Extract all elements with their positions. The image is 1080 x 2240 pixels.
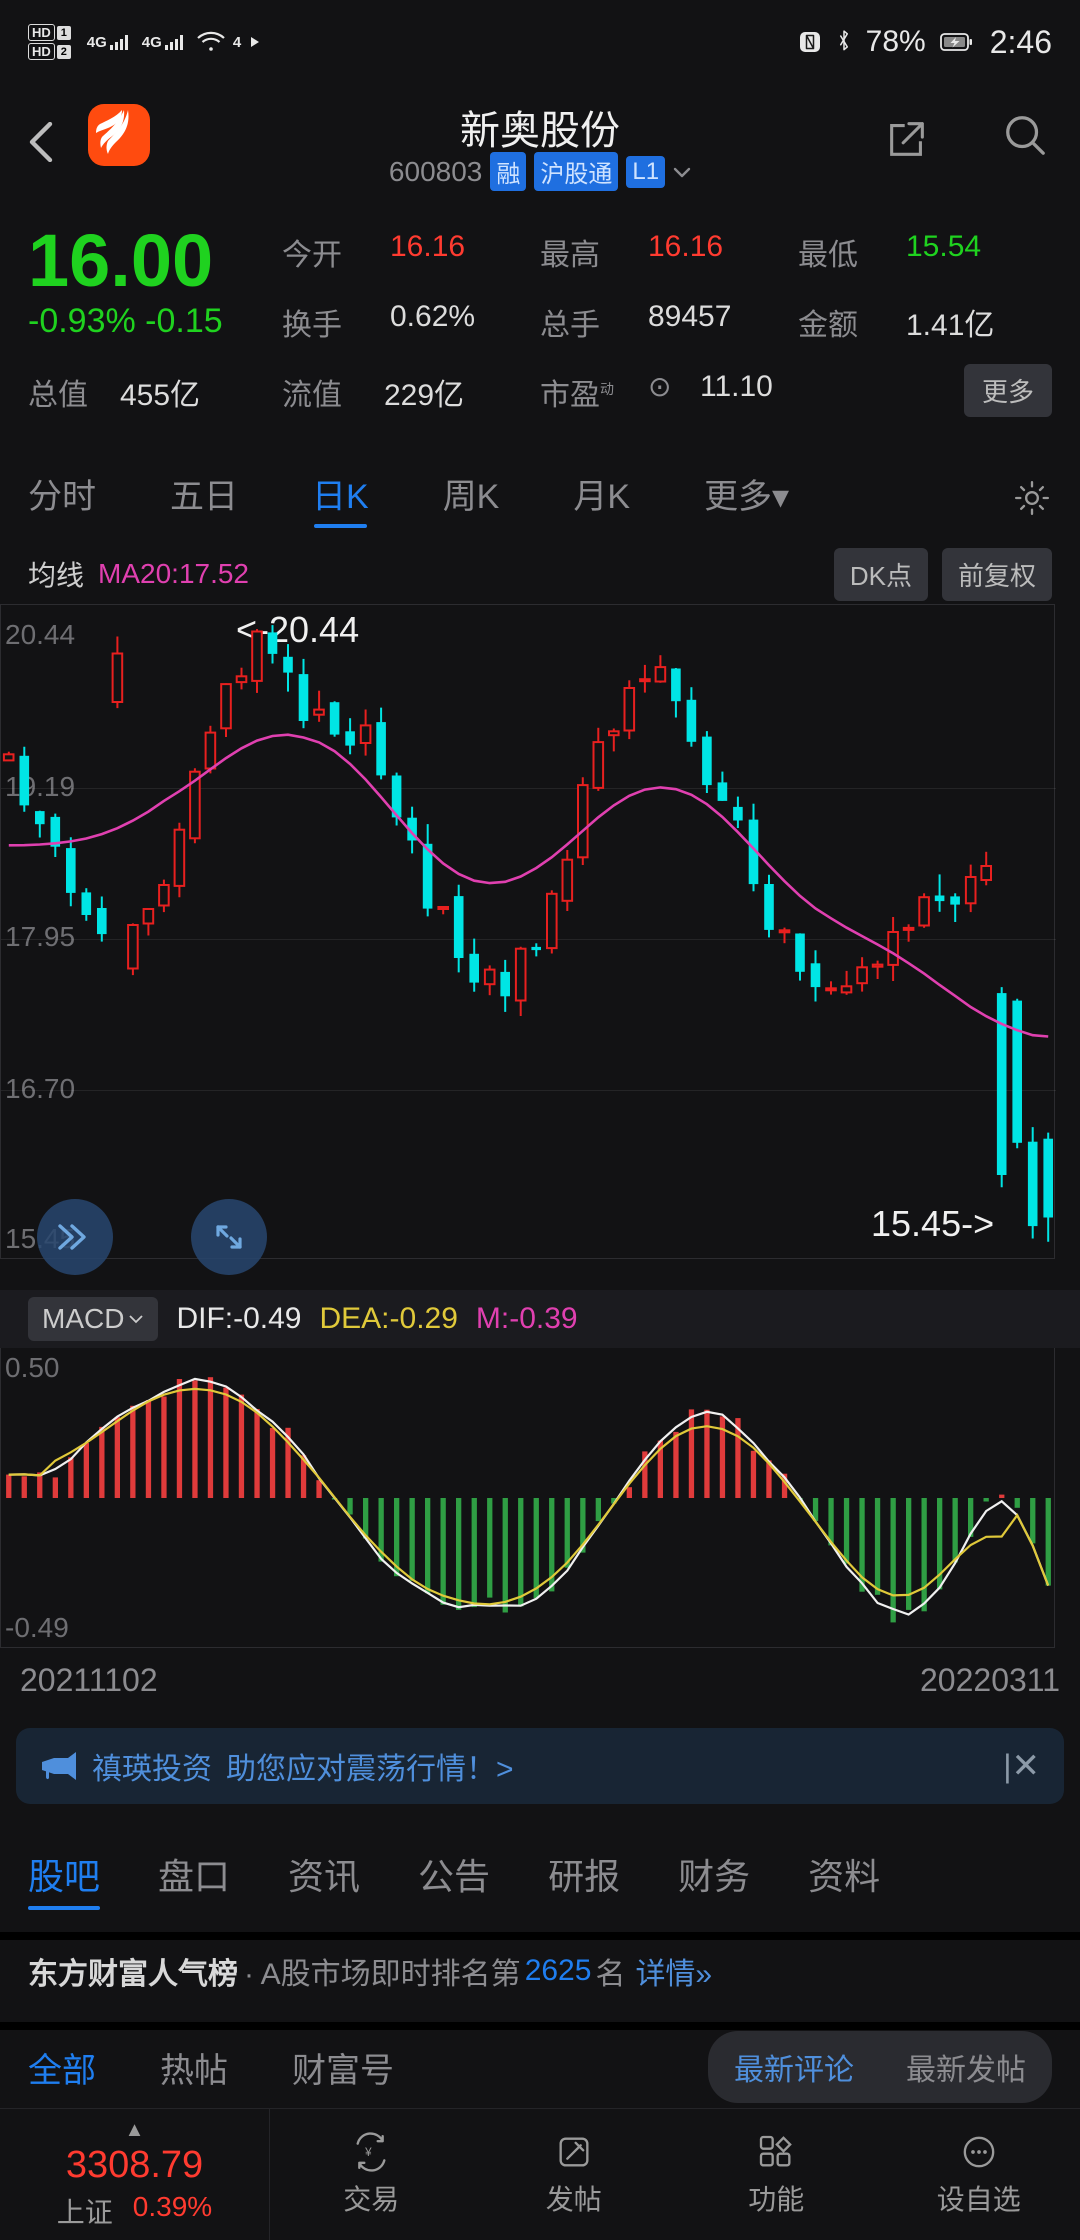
svg-text:¥: ¥ bbox=[364, 2146, 372, 2159]
